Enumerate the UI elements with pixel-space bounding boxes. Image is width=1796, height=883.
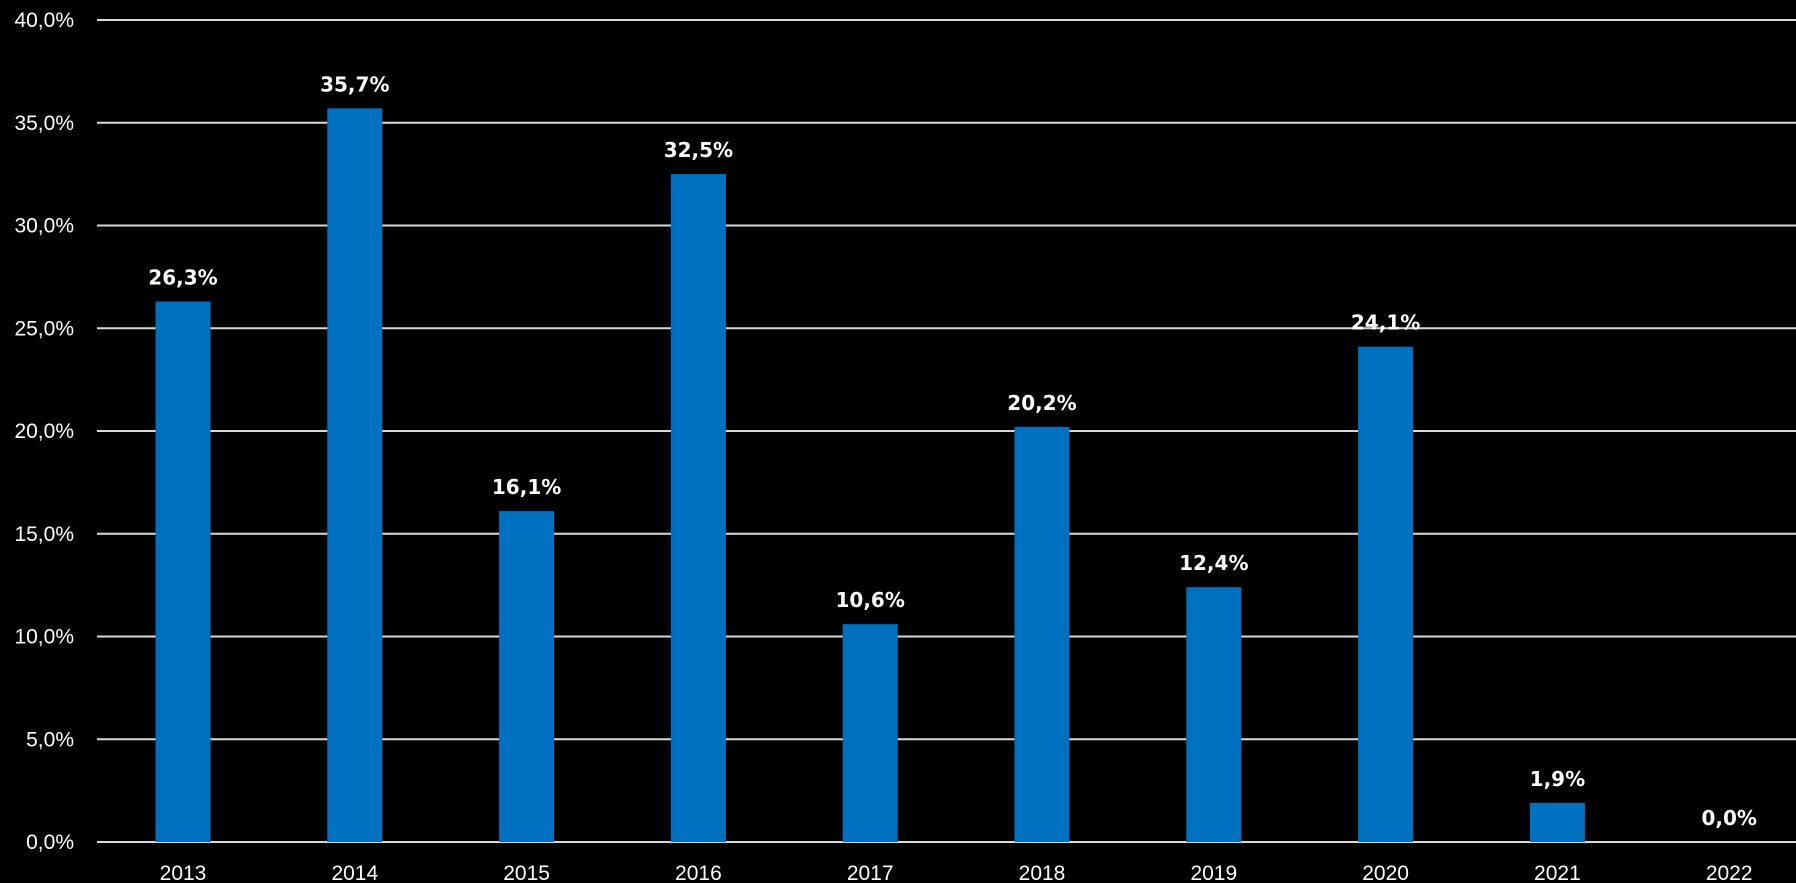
y-tick-label: 10,0% xyxy=(14,626,74,649)
y-tick-label: 35,0% xyxy=(14,112,74,135)
bars-layer xyxy=(155,108,1585,843)
x-tick-label-2017: 2017 xyxy=(847,862,894,883)
data-label-2014: 35,7% xyxy=(320,72,389,96)
data-label-2018: 20,2% xyxy=(1007,391,1076,415)
y-tick-label: 20,0% xyxy=(14,420,74,443)
x-tick-label-2015: 2015 xyxy=(503,862,550,883)
x-tick-label-2021: 2021 xyxy=(1534,862,1581,883)
y-tick-label: 30,0% xyxy=(14,215,74,238)
bar-2017 xyxy=(842,624,898,842)
y-tick-label: 0,0% xyxy=(26,831,74,854)
y-tick-label: 5,0% xyxy=(26,728,74,751)
x-tick-label-2022: 2022 xyxy=(1706,862,1753,883)
bar-2013 xyxy=(155,301,211,842)
y-tick-label: 25,0% xyxy=(14,317,74,340)
bar-2015 xyxy=(499,511,555,842)
x-tick-label-2014: 2014 xyxy=(331,862,378,883)
bar-2020 xyxy=(1358,346,1414,842)
bar-2018 xyxy=(1014,426,1070,842)
data-label-2016: 32,5% xyxy=(664,138,733,162)
data-label-2019: 12,4% xyxy=(1179,551,1248,575)
x-tick-label-2018: 2018 xyxy=(1019,862,1066,883)
data-label-2022: 0,0% xyxy=(1701,806,1756,830)
bar-2016 xyxy=(670,174,726,842)
data-label-2017: 10,6% xyxy=(836,588,905,612)
axis-layer: 0,0% 5,0% 10,0% 15,0% 20,0% 25,0% 30,0% 35,0% 40… xyxy=(14,9,1752,883)
bar-2014 xyxy=(327,108,383,843)
labels-layer: 26,3% 35,7% 16,1% 32,5% 10,6% 20,2% 12,4% 24,1%… xyxy=(148,72,1757,830)
x-tick-label-2016: 2016 xyxy=(675,862,722,883)
x-tick-label-2013: 2013 xyxy=(160,862,207,883)
bar-2021 xyxy=(1529,802,1585,842)
x-tick-label-2019: 2019 xyxy=(1190,862,1237,883)
x-tick-label-2020: 2020 xyxy=(1362,862,1409,883)
bar-2019 xyxy=(1186,587,1242,842)
y-tick-label: 40,0% xyxy=(14,9,74,32)
y-tick-label: 15,0% xyxy=(14,523,74,546)
data-label-2020: 24,1% xyxy=(1351,311,1420,335)
data-label-2013: 26,3% xyxy=(148,266,217,290)
data-label-2021: 1,9% xyxy=(1530,767,1585,791)
data-label-2015: 16,1% xyxy=(492,475,561,499)
